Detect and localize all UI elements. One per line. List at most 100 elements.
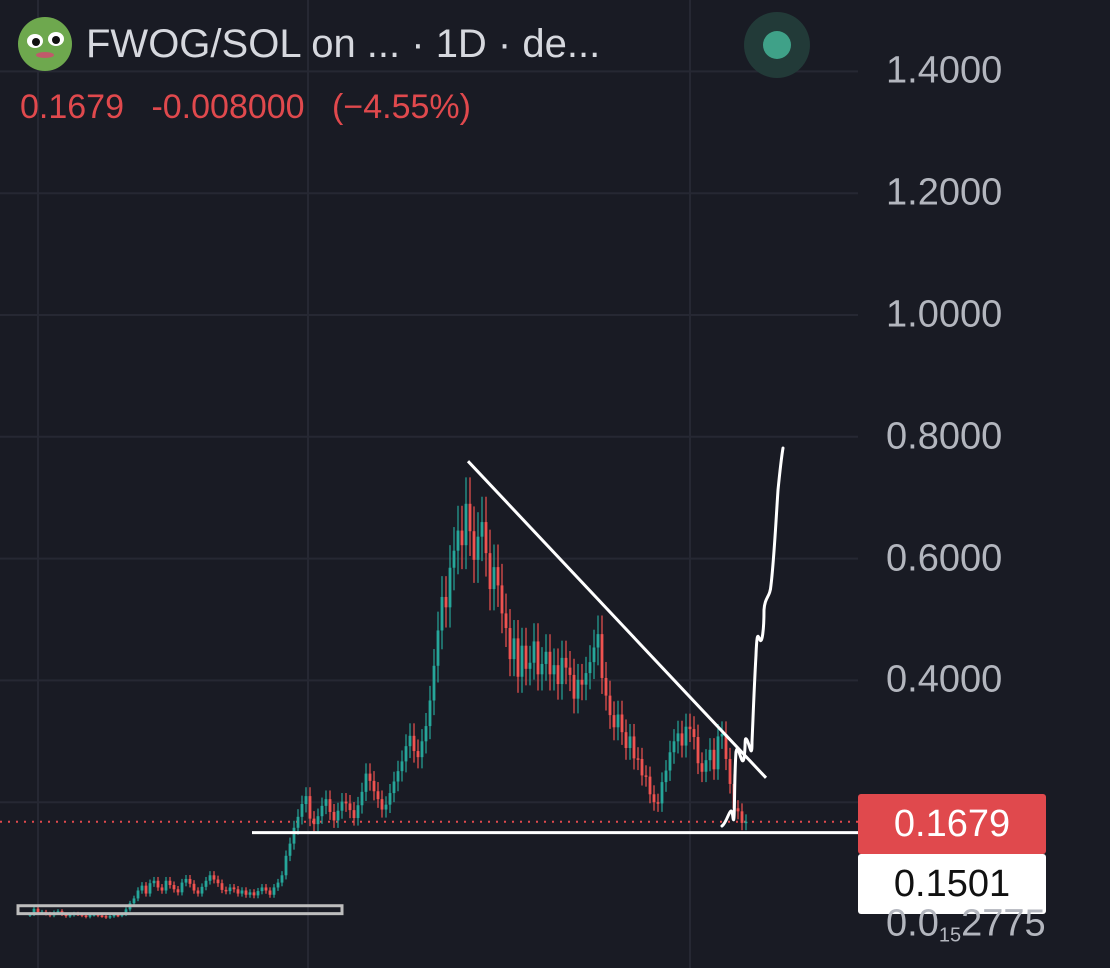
candle-body bbox=[576, 679, 580, 699]
candle-body bbox=[408, 735, 412, 747]
candle-body bbox=[460, 530, 464, 546]
candle-body bbox=[292, 827, 296, 844]
candle-body bbox=[712, 749, 716, 770]
candle-body bbox=[284, 855, 288, 876]
symbol-title[interactable]: FWOG/SOL on ... · 1D · de... bbox=[86, 21, 601, 66]
candle-body bbox=[132, 898, 136, 904]
candle-body bbox=[68, 914, 72, 917]
candle-body bbox=[560, 657, 564, 685]
status-dot bbox=[763, 31, 791, 59]
candle-body bbox=[156, 880, 160, 888]
candle-body bbox=[592, 647, 596, 663]
candle-body bbox=[296, 816, 300, 828]
candle-body bbox=[240, 890, 244, 894]
candle-body bbox=[396, 771, 400, 782]
candle-body bbox=[276, 882, 280, 888]
candle-body bbox=[556, 665, 560, 685]
candle-body bbox=[348, 803, 352, 811]
candle-body bbox=[464, 503, 468, 546]
candle-body bbox=[172, 885, 176, 890]
candle-body bbox=[220, 883, 224, 890]
candle-body bbox=[584, 673, 588, 685]
candle-body bbox=[544, 651, 548, 664]
price-tick-label: 0.8000 bbox=[886, 415, 1003, 458]
candle-body bbox=[56, 911, 60, 913]
bottom-label-sub: 15 bbox=[938, 924, 962, 947]
candle-body bbox=[492, 567, 496, 590]
candle-body bbox=[504, 613, 508, 629]
consolidation-box bbox=[16, 904, 344, 916]
candle-body bbox=[520, 645, 524, 677]
candle-body bbox=[388, 793, 392, 805]
candle-body bbox=[152, 880, 156, 884]
trendline bbox=[466, 460, 768, 779]
candle-body bbox=[100, 915, 104, 917]
candle-body bbox=[236, 889, 240, 894]
candle-body bbox=[304, 796, 308, 805]
candle-body bbox=[488, 553, 492, 590]
candle-body bbox=[552, 665, 556, 675]
bottom-price-label: 0.0152775 bbox=[886, 903, 1046, 948]
candle-body bbox=[612, 715, 616, 728]
candle-body bbox=[244, 890, 248, 895]
candle-body bbox=[260, 887, 264, 892]
candle-body bbox=[280, 875, 284, 883]
candle-body bbox=[652, 794, 656, 803]
candle-body bbox=[480, 522, 484, 537]
candle-body bbox=[232, 887, 236, 890]
candle-body bbox=[640, 758, 644, 776]
candle-body bbox=[224, 889, 228, 892]
candle-body bbox=[680, 733, 684, 746]
candle-body bbox=[228, 887, 232, 892]
candle-body bbox=[528, 662, 532, 669]
candle-body bbox=[344, 801, 348, 804]
candle-body bbox=[424, 726, 428, 742]
price-tick-label: 1.2000 bbox=[886, 171, 1003, 214]
candle-body bbox=[448, 567, 452, 608]
candle-body bbox=[516, 638, 520, 677]
price-change: -0.008000 bbox=[151, 88, 305, 126]
frog-avatar-icon[interactable] bbox=[18, 17, 72, 71]
candle-body bbox=[64, 914, 68, 917]
candle-body bbox=[588, 662, 592, 674]
candle-body bbox=[364, 773, 368, 792]
candle-body bbox=[252, 892, 256, 896]
candle-body bbox=[684, 726, 688, 746]
candle-body bbox=[456, 530, 460, 551]
candle-body bbox=[368, 773, 372, 781]
candle-body bbox=[736, 808, 740, 812]
candle-body bbox=[660, 782, 664, 804]
candle-body bbox=[628, 736, 632, 748]
candle-body bbox=[340, 801, 344, 811]
chart-header: FWOG/SOL on ... · 1D · de... bbox=[18, 14, 600, 74]
candle-body bbox=[720, 733, 724, 737]
bottom-label-tail: 2775 bbox=[961, 902, 1046, 945]
candle-body bbox=[708, 749, 712, 761]
candle-body bbox=[140, 885, 144, 891]
price-tick-label: 1.0000 bbox=[886, 293, 1003, 336]
candle-body bbox=[272, 887, 276, 895]
candle-body bbox=[484, 522, 488, 554]
candle-body bbox=[148, 883, 152, 894]
candle-body bbox=[440, 596, 444, 631]
candles-layer bbox=[28, 477, 748, 919]
candle-body bbox=[188, 878, 192, 884]
candle-body bbox=[360, 791, 364, 806]
candle-body bbox=[704, 760, 708, 772]
candle-body bbox=[352, 810, 356, 819]
candle-body bbox=[420, 741, 424, 758]
candle-body bbox=[624, 732, 628, 748]
candle-body bbox=[564, 657, 568, 668]
candle-body bbox=[696, 737, 700, 764]
candle-body bbox=[300, 804, 304, 817]
candle-body bbox=[108, 916, 112, 918]
candle-body bbox=[648, 776, 652, 795]
candle-body bbox=[356, 805, 360, 819]
live-status-dot-icon[interactable] bbox=[744, 12, 810, 78]
candle-body bbox=[664, 770, 668, 783]
candle-body bbox=[332, 811, 336, 821]
candle-body bbox=[380, 799, 384, 810]
candle-body bbox=[668, 752, 672, 771]
candle-body bbox=[744, 821, 748, 824]
